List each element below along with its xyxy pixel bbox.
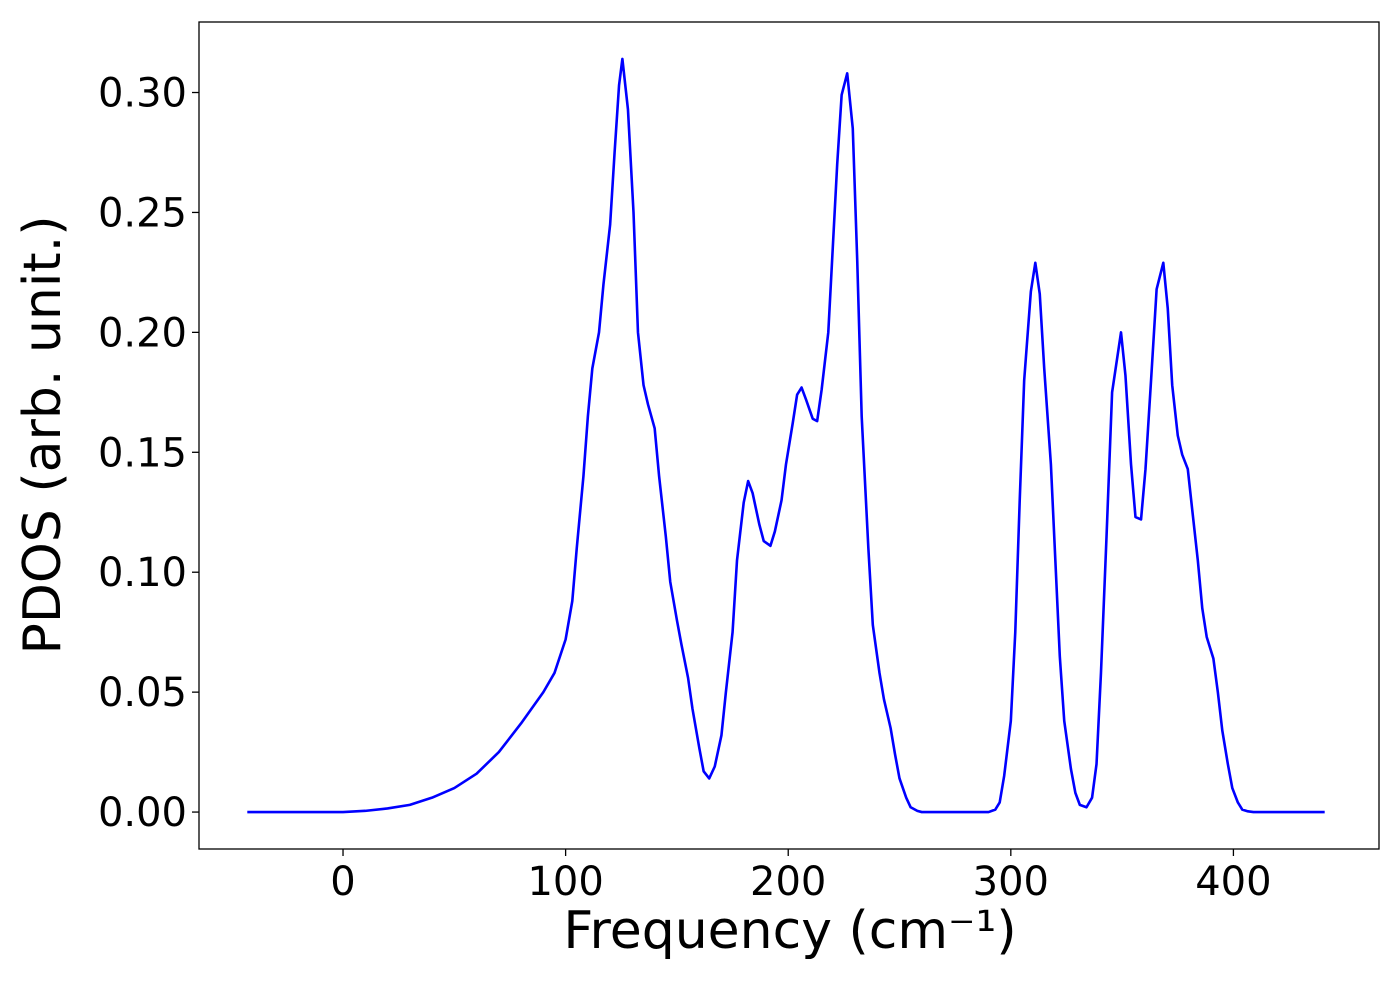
x-tick-label: 0 (330, 859, 355, 905)
data-line (247, 57, 1325, 814)
y-tick-label: 0.10 (98, 550, 187, 596)
y-axis-label: PDOS (arb. unit.) (13, 215, 73, 654)
x-tick-label: 200 (750, 859, 826, 905)
x-tick-label: 400 (1195, 859, 1271, 905)
y-tick-label: 0.30 (98, 71, 187, 117)
x-axis-label: Frequency (cm⁻¹) (563, 901, 1016, 961)
plot-frame (198, 21, 1380, 850)
y-tick-label: 0.20 (98, 310, 187, 356)
x-tick-label: 300 (973, 859, 1049, 905)
y-tick-label: 0.25 (98, 190, 187, 236)
y-tick-label: 0.00 (98, 790, 187, 836)
x-tick-label: 100 (527, 859, 603, 905)
y-tick-label: 0.15 (98, 430, 187, 476)
y-tick-label: 0.05 (98, 670, 187, 716)
